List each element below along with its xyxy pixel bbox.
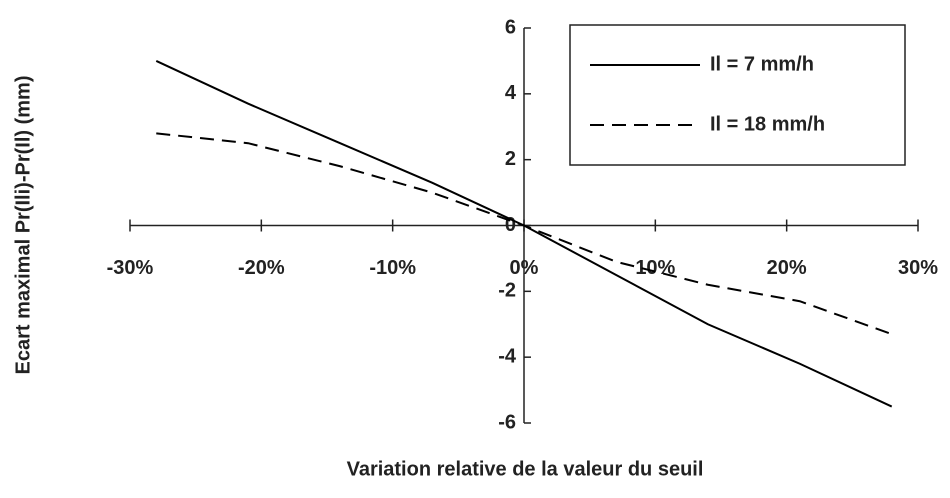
x-tick-label: 20% [767,257,807,279]
x-tick-label: -30% [107,257,154,279]
x-tick-label: 0% [510,257,539,279]
y-tick-label: 2 [505,148,516,170]
y-tick-label: -6 [498,411,516,433]
y-tick-label: 0 [505,214,516,236]
legend-label: Il = 7 mm/h [710,53,814,75]
x-axis-label: Variation relative de la valeur du seuil [347,458,704,480]
x-tick-label: -10% [369,257,416,279]
y-tick-label: 6 [505,16,516,38]
legend-box [569,24,906,166]
y-tick-label: -4 [498,345,517,367]
y-tick-label: -2 [498,280,516,302]
x-tick-label: -20% [238,257,285,279]
legend-label: Il = 18 mm/h [710,113,825,135]
series-line [156,132,893,336]
y-axis-label: Ecart maximal Pr(Ili)-Pr(Il) (mm) [12,76,34,375]
y-tick-label: 4 [505,82,517,104]
x-tick-label: 30% [898,257,938,279]
